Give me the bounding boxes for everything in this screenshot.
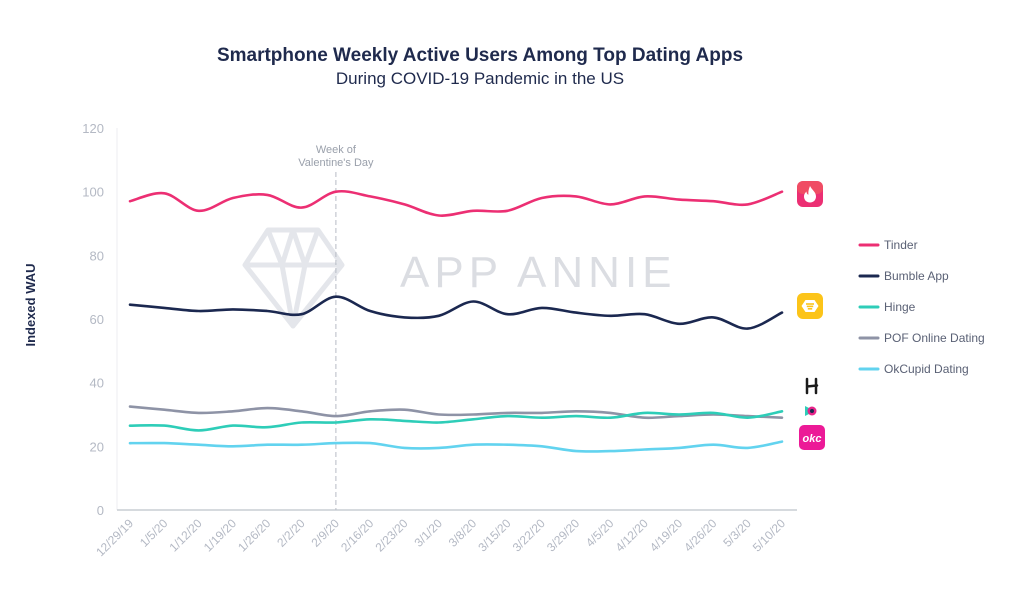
x-tick-label: 1/26/20 [235,516,273,554]
series-line-hinge [128,410,784,432]
series-line-pof-online-dating [128,405,784,420]
series-line-okcupid-dating [128,440,784,453]
y-tick-label: 20 [90,439,104,454]
chart-title: Smartphone Weekly Active Users Among Top… [217,45,743,66]
watermark-text: APP ANNIE [400,248,677,297]
x-tick-label: 12/29/19 [93,516,136,559]
y-tick-label: 120 [82,121,104,136]
watermark-logo: APP ANNIE [242,227,677,329]
series-line-tinder [128,189,784,217]
tinder-icon [797,181,823,207]
y-ticks: 0 20 40 60 80 100 120 [82,121,104,518]
legend-label-hinge: Hinge [884,300,916,314]
legend-label-okcupid-dating: OkCupid Dating [884,362,969,376]
y-tick-label: 60 [90,312,104,327]
series-lines [128,189,784,453]
y-axis-label: Indexed WAU [23,263,38,346]
x-tick-label: 1/12/20 [167,516,205,554]
x-tick-label: 5/10/20 [750,516,788,554]
x-tick-label: 4/12/20 [613,516,651,554]
pof-icon [805,406,817,416]
legend-label-tinder: Tinder [884,238,918,252]
y-tick-label: 40 [90,376,104,391]
y-tick-label: 0 [97,503,104,518]
x-ticks: 12/29/19 1/5/201/12/201/19/201/26/20 2/2/2… [93,516,788,559]
x-tick-label: 2/16/20 [338,516,376,554]
x-tick-label: 4/26/20 [681,516,719,554]
y-tick-label: 100 [82,185,104,200]
x-tick-label: 2/23/20 [372,516,410,554]
x-tick-label: 3/1/20 [411,516,445,550]
bumble-icon [797,293,823,319]
legend-label-pof-online-dating: POF Online Dating [884,331,985,345]
okcupid-icon: okc [799,425,825,450]
legend-label-bumble-app: Bumble App [884,269,949,283]
okcupid-icon-label: okc [803,433,822,445]
annotation-label-line2: Valentine's Day [298,157,374,169]
x-tick-label: 3/15/20 [475,516,513,554]
y-tick-label: 80 [90,248,104,263]
annotation-label-line1: Week of [316,144,357,156]
x-tick-label: 3/29/20 [544,516,582,554]
x-tick-label: 2/2/20 [274,516,308,550]
chart-subtitle: During COVID-19 Pandemic in the US [336,69,624,88]
legend: Tinder Bumble App Hinge POF Online Dating Ok… [858,238,985,376]
x-tick-label: 4/19/20 [647,516,685,554]
x-tick-label: 1/19/20 [201,516,239,554]
x-tick-label: 3/22/20 [510,516,548,554]
series-line-bumble-app [128,295,784,330]
hinge-icon [805,377,819,395]
